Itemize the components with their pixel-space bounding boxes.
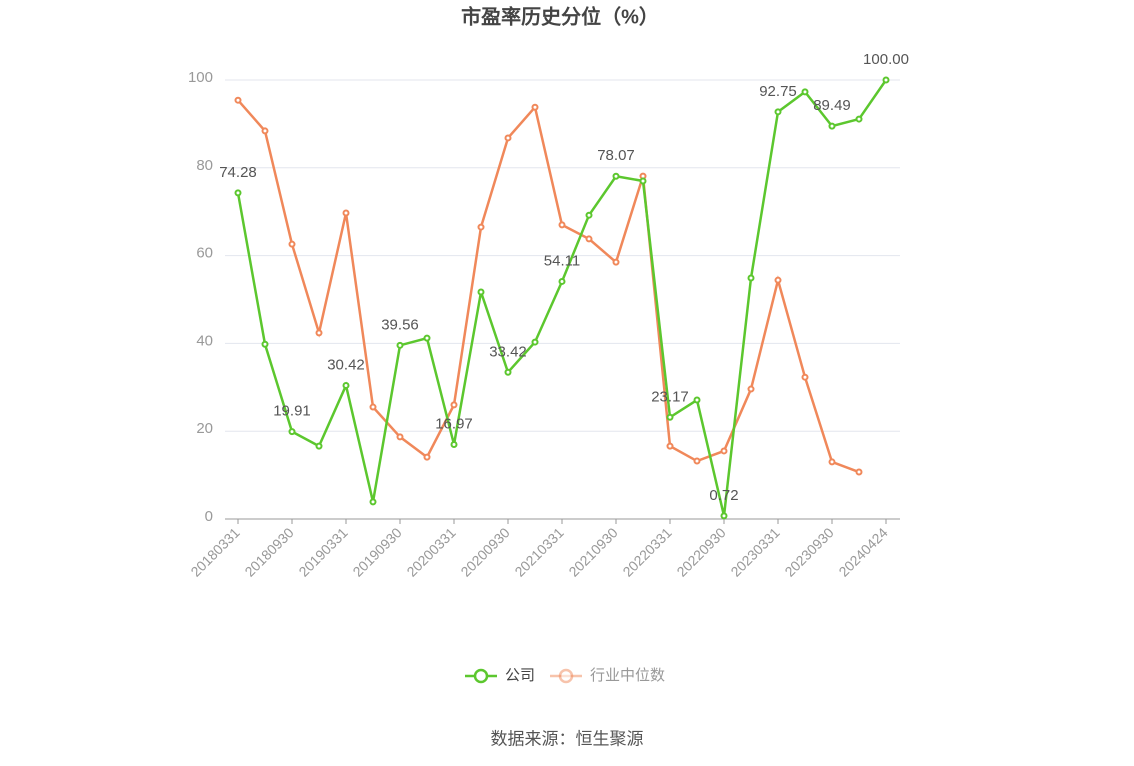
data-label: 54.11 (544, 252, 580, 269)
data-point (261, 127, 269, 135)
data-point (531, 338, 539, 346)
data-point (342, 381, 350, 389)
x-tick-label: 20230930 (781, 524, 837, 580)
data-point (423, 453, 431, 461)
data-point (855, 115, 863, 123)
x-tick-label: 20210331 (511, 524, 567, 580)
data-label: 89.49 (813, 97, 851, 114)
data-point (720, 447, 728, 455)
data-point (396, 341, 404, 349)
data-point (342, 209, 350, 217)
chart-title: 市盈率历史分位（%） (461, 4, 659, 28)
legend-swatch (473, 668, 489, 684)
data-point (315, 442, 323, 450)
data-point (369, 498, 377, 506)
x-tick-label: 20200930 (457, 524, 513, 580)
data-point (612, 258, 620, 266)
y-tick-label: 100 (188, 69, 213, 86)
data-point (558, 221, 566, 229)
data-point (288, 428, 296, 436)
data-point (693, 396, 701, 404)
data-point (882, 76, 890, 84)
data-label: 74.28 (219, 164, 257, 181)
x-tick-label: 20190930 (349, 524, 405, 580)
series-line (237, 99, 860, 474)
data-point (639, 177, 647, 185)
x-tick-label: 20180930 (241, 524, 297, 580)
data-point (234, 189, 242, 197)
data-label: 30.42 (327, 356, 365, 373)
data-label: 92.75 (759, 83, 797, 100)
data-label: 78.07 (597, 147, 635, 164)
data-label: 39.56 (381, 316, 419, 333)
data-point (774, 276, 782, 284)
data-point (234, 96, 242, 104)
legend-label: 行业中位数 (590, 667, 665, 684)
data-point (855, 468, 863, 476)
data-point (504, 134, 512, 142)
legend-item: 公司 (465, 667, 535, 684)
data-label: 16.97 (435, 415, 473, 432)
data-label: 0.72 (709, 487, 738, 504)
data-point (774, 108, 782, 116)
data-point (477, 288, 485, 296)
x-tick-label: 20240424 (835, 524, 891, 580)
data-label: 23.17 (651, 388, 689, 405)
data-label: 19.91 (273, 403, 311, 420)
data-point (666, 442, 674, 450)
data-point (801, 373, 809, 381)
data-point (801, 88, 809, 96)
legend-swatch (558, 668, 574, 684)
x-tick-label: 20180331 (187, 524, 243, 580)
data-point (396, 433, 404, 441)
data-point (585, 211, 593, 219)
data-point (531, 103, 539, 111)
data-point (747, 385, 755, 393)
legend-label: 公司 (505, 667, 535, 684)
x-tick-label: 20200331 (403, 524, 459, 580)
data-point (423, 334, 431, 342)
data-point (450, 441, 458, 449)
source-note: 数据来源：恒生聚源 (491, 729, 644, 748)
data-point (693, 457, 701, 465)
data-point (828, 122, 836, 130)
y-tick-label: 40 (196, 332, 213, 349)
y-tick-label: 0 (205, 508, 213, 525)
data-label: 100.00 (863, 51, 909, 68)
y-tick-label: 60 (196, 245, 213, 262)
data-point (450, 401, 458, 409)
data-point (369, 403, 377, 411)
x-tick-label: 20210930 (565, 524, 621, 580)
data-point (720, 512, 728, 520)
x-tick-label: 20220331 (619, 524, 675, 580)
data-point (828, 458, 836, 466)
data-point (747, 274, 755, 282)
data-point (612, 172, 620, 180)
data-point (504, 368, 512, 376)
data-point (288, 240, 296, 248)
x-tick-label: 20230331 (727, 524, 783, 580)
y-tick-label: 80 (196, 157, 213, 174)
legend-item: 行业中位数 (550, 667, 665, 684)
y-tick-label: 20 (196, 420, 213, 437)
data-point (477, 223, 485, 231)
x-tick-label: 20220930 (673, 524, 729, 580)
series-line (236, 79, 888, 517)
data-point (558, 277, 566, 285)
data-point (261, 340, 269, 348)
x-tick-label: 20190331 (295, 524, 351, 580)
data-label: 33.42 (489, 343, 527, 360)
data-point (666, 413, 674, 421)
data-point (585, 235, 593, 243)
data-point (315, 329, 323, 337)
